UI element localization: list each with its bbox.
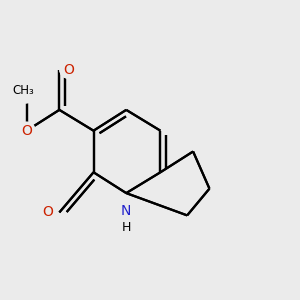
Text: O: O bbox=[63, 63, 74, 77]
Circle shape bbox=[18, 122, 35, 139]
Text: O: O bbox=[21, 124, 32, 138]
Circle shape bbox=[13, 78, 38, 103]
Circle shape bbox=[39, 204, 56, 221]
Text: N: N bbox=[121, 204, 131, 218]
Circle shape bbox=[60, 61, 76, 78]
Text: H: H bbox=[122, 221, 131, 234]
Circle shape bbox=[39, 204, 56, 221]
Circle shape bbox=[18, 122, 35, 139]
Circle shape bbox=[60, 61, 76, 78]
Circle shape bbox=[117, 201, 136, 220]
Circle shape bbox=[117, 201, 136, 220]
Text: CH₃: CH₃ bbox=[13, 84, 34, 97]
Text: O: O bbox=[42, 206, 53, 219]
Circle shape bbox=[13, 79, 37, 102]
